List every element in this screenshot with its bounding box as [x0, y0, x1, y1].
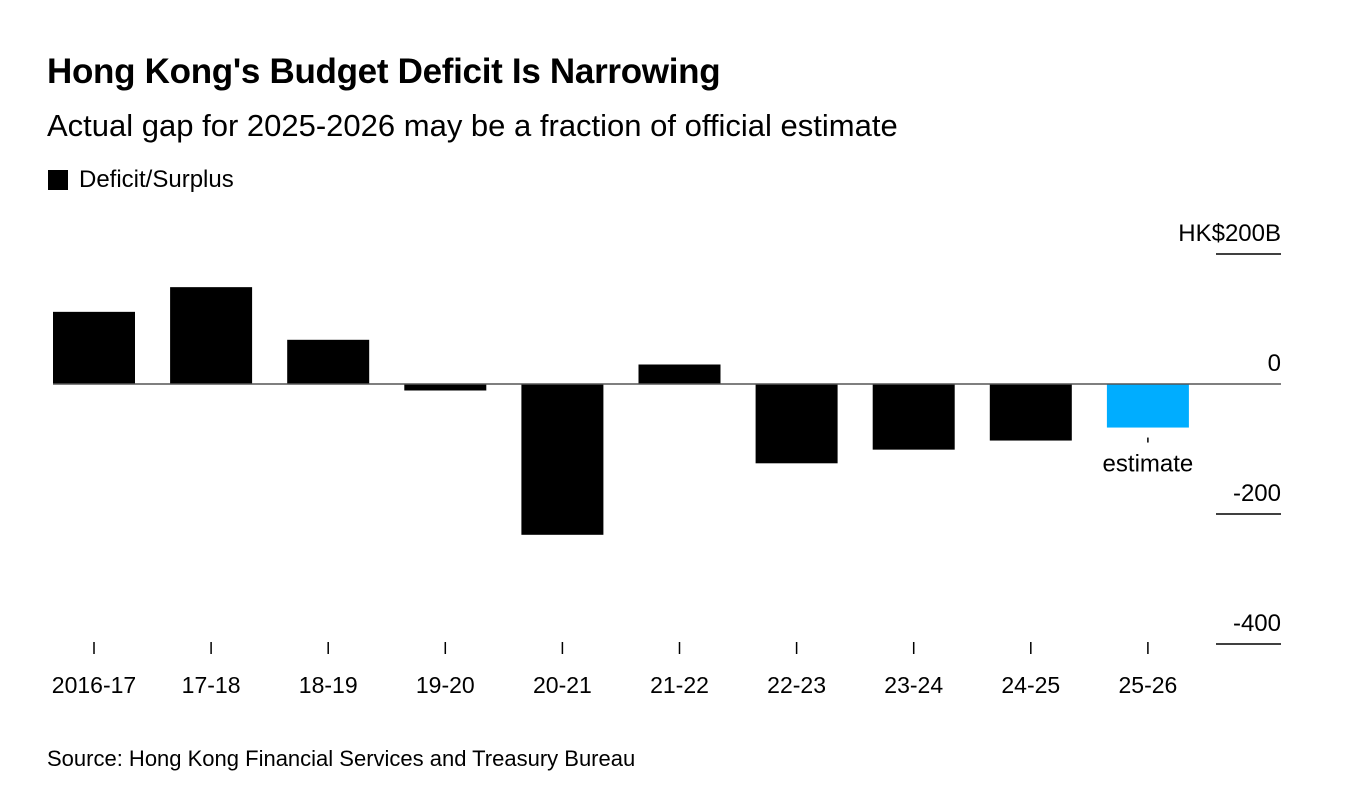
annotation-estimate: estimate: [1103, 451, 1194, 478]
bar-18-19: [287, 339, 370, 384]
y-tick-label: -400: [1233, 610, 1281, 637]
bar-25-26: [1106, 384, 1189, 428]
x-tick-label: 22-23: [767, 672, 826, 698]
x-tick-label: 25-26: [1118, 672, 1177, 698]
x-tick-label: 18-19: [299, 672, 358, 698]
bar-19-20: [404, 384, 487, 391]
x-tick-label: 21-22: [650, 672, 709, 698]
y-tick-label: HK$200B: [1178, 220, 1281, 247]
legend-label: Deficit/Surplus: [79, 166, 234, 193]
source-note: Source: Hong Kong Financial Services and…: [47, 746, 636, 771]
x-tick-label: 23-24: [884, 672, 943, 698]
bar-2016-17: [53, 311, 135, 384]
legend: Deficit/Surplus: [48, 166, 234, 194]
y-tick-label: -200: [1233, 480, 1281, 507]
bar-23-24: [872, 384, 955, 450]
x-tick-label: 20-21: [533, 672, 592, 698]
x-tick-label: 2016-17: [52, 672, 136, 698]
x-tick-label: 19-20: [416, 672, 475, 698]
chart-title: Hong Kong's Budget Deficit Is Narrowing: [47, 52, 721, 91]
y-tick-label: 0: [1268, 350, 1281, 377]
bar-24-25: [989, 384, 1072, 441]
bar-17-18: [170, 287, 253, 384]
x-tick-label: 24-25: [1001, 672, 1060, 698]
bar-20-21: [521, 384, 604, 535]
x-tick-label: 17-18: [182, 672, 241, 698]
bar-22-23: [755, 384, 838, 464]
legend-swatch: [48, 170, 68, 190]
bar-21-22: [638, 364, 721, 384]
chart-subtitle: Actual gap for 2025-2026 may be a fracti…: [47, 108, 898, 143]
